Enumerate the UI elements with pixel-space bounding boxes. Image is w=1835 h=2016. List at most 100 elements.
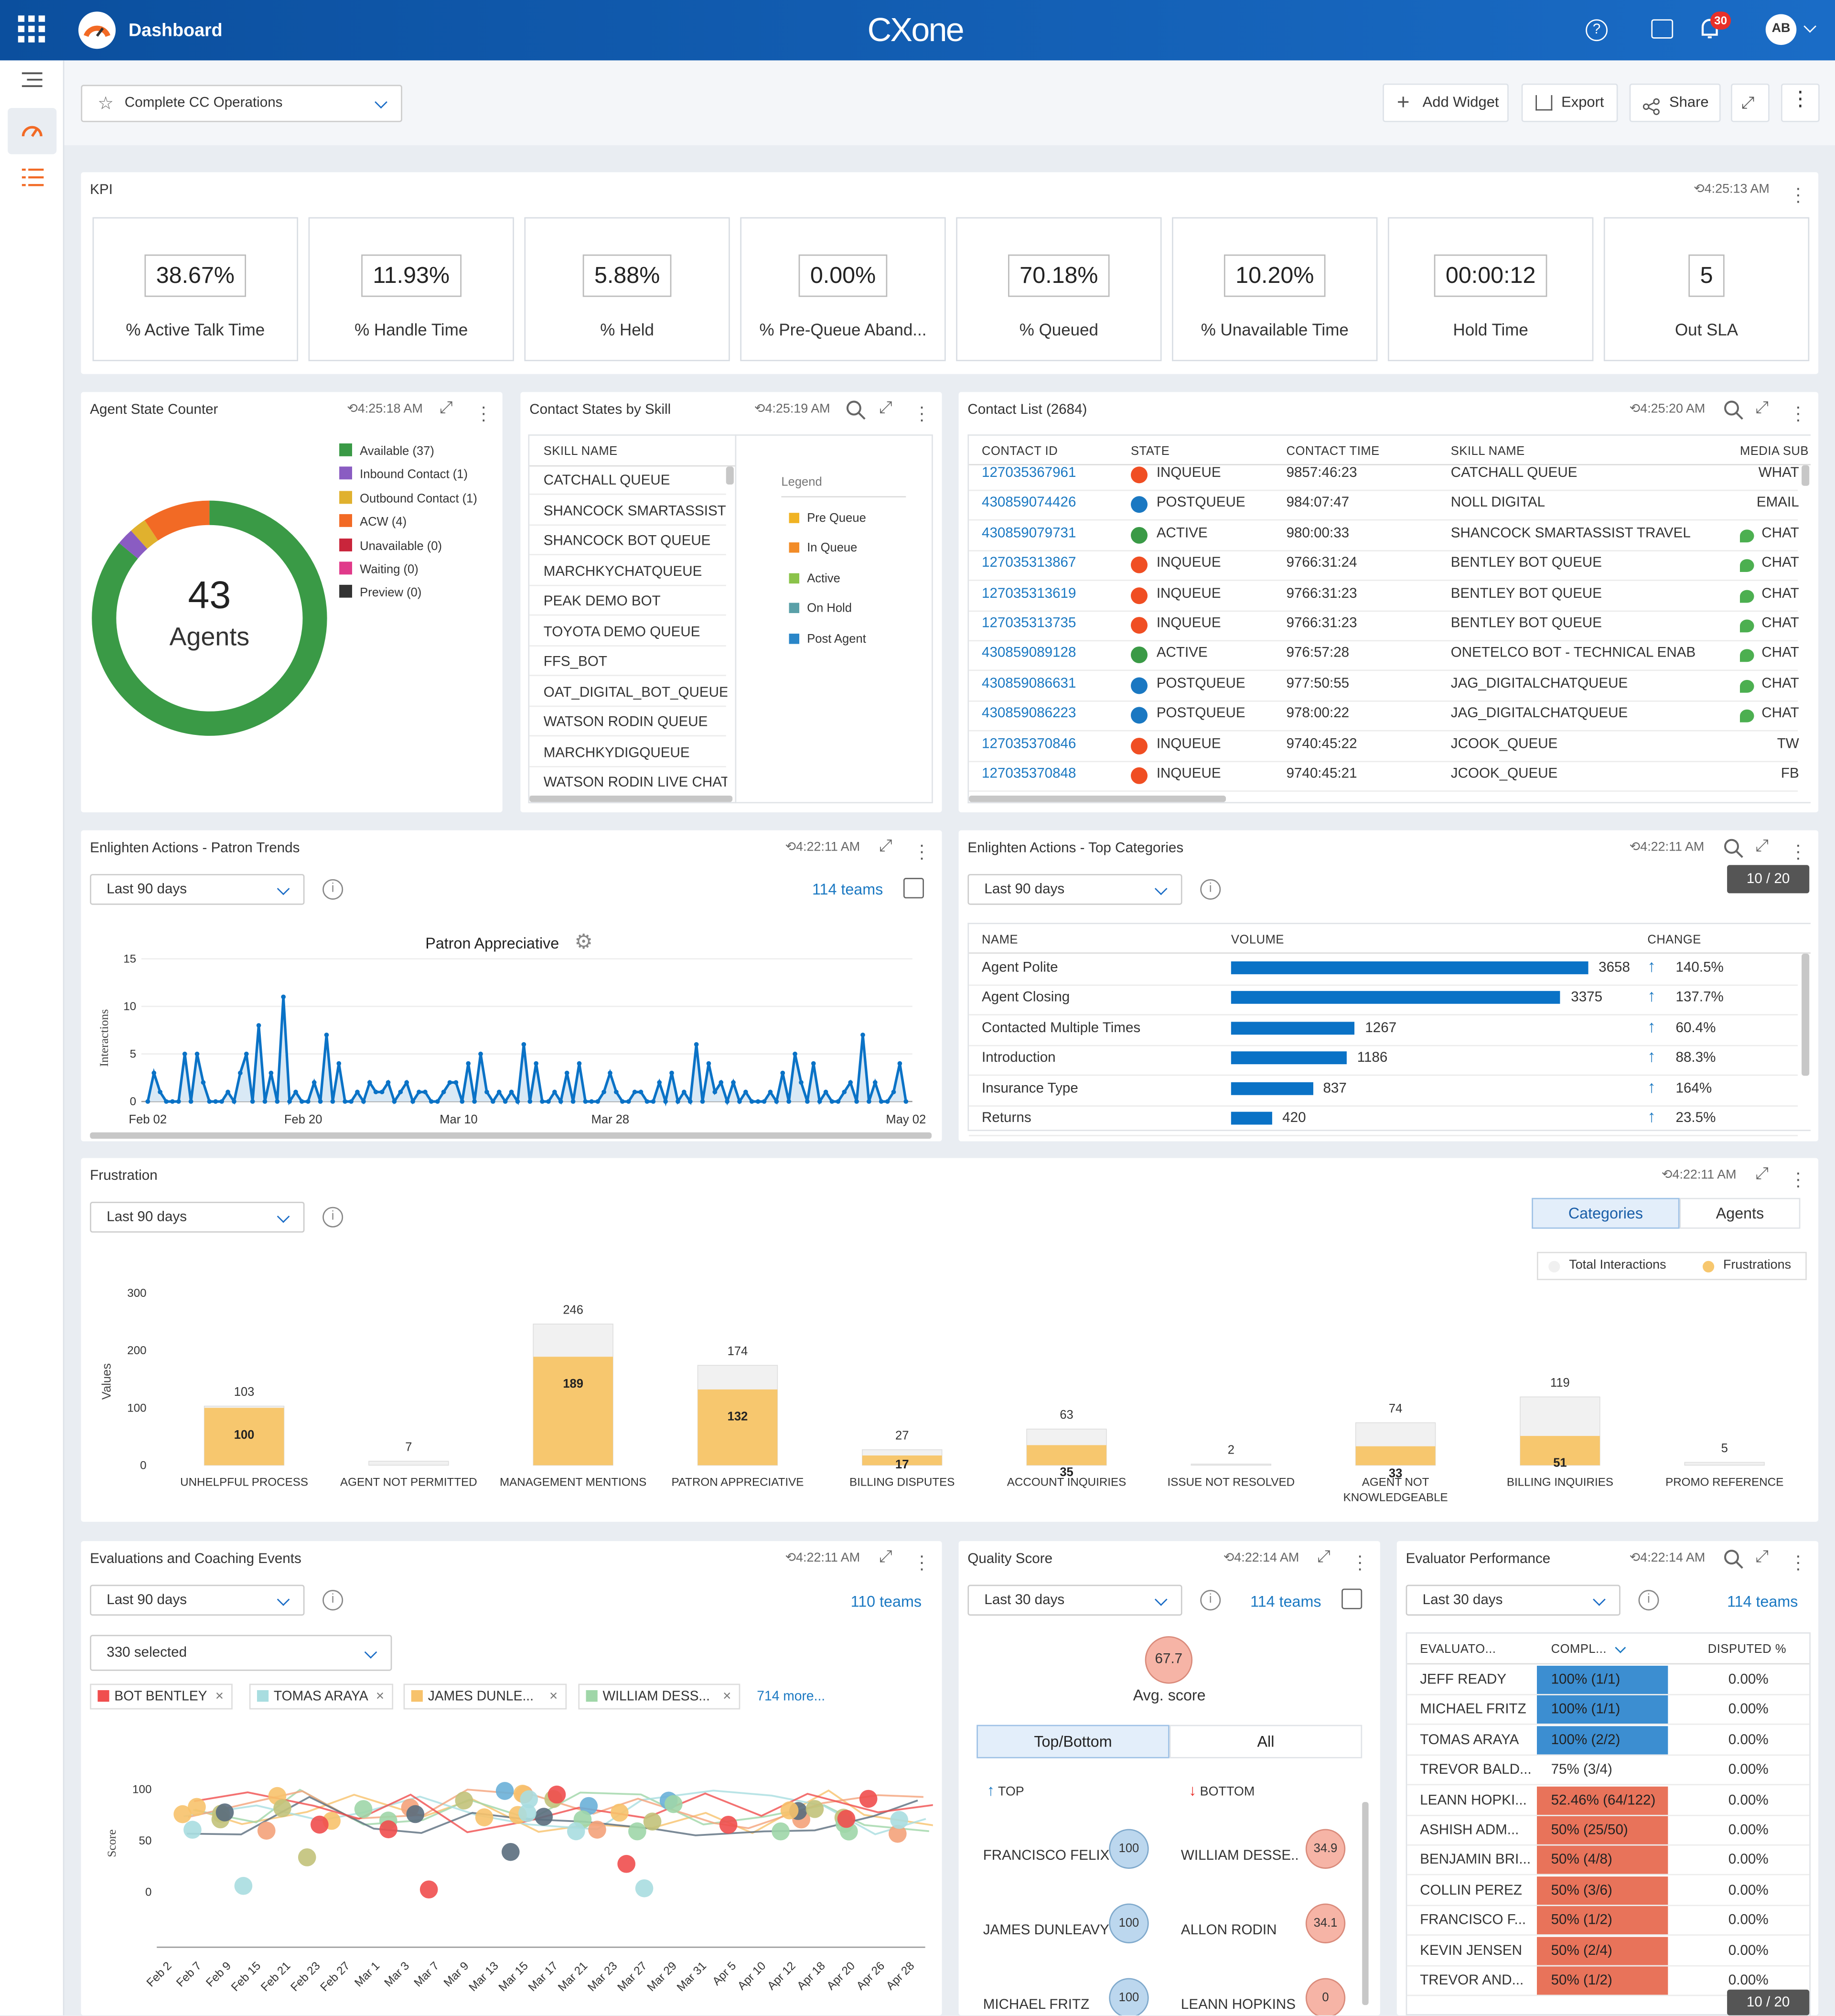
contact-list-col-header[interactable]: SKILL NAME xyxy=(1450,444,1525,459)
contact-list-search-icon[interactable] xyxy=(1723,400,1744,420)
data-point[interactable] xyxy=(872,1080,878,1085)
evaluation-point[interactable] xyxy=(611,1803,629,1822)
frustration-bar[interactable] xyxy=(1027,1445,1106,1466)
evaluation-point[interactable] xyxy=(588,1821,606,1839)
evaluator-col-header[interactable]: EVALUATO... xyxy=(1420,1642,1496,1657)
data-point[interactable] xyxy=(521,1042,526,1047)
monitor-icon[interactable] xyxy=(1651,19,1674,39)
kpi-more-icon[interactable]: · · · xyxy=(1795,177,1802,211)
data-point[interactable] xyxy=(540,1099,545,1104)
contact-id-link[interactable]: 430859086223 xyxy=(982,706,1076,722)
agent-legend-item[interactable]: Waiting (0) xyxy=(339,561,419,577)
frustration-bar[interactable] xyxy=(1355,1446,1436,1466)
top-categories-col-header[interactable]: CHANGE xyxy=(1647,933,1701,948)
data-point[interactable] xyxy=(398,1089,403,1095)
data-point[interactable] xyxy=(367,1080,372,1085)
skill-row[interactable]: OAT_DIGITAL_BOT_QUEUE xyxy=(543,684,728,700)
evaluator-teams-link[interactable]: 114 teams xyxy=(1727,1592,1798,1611)
search-icon[interactable] xyxy=(846,400,866,420)
data-point[interactable] xyxy=(848,1080,853,1085)
add-widget-button[interactable]: + Add Widget xyxy=(1383,83,1509,122)
skill-h-scrollbar[interactable] xyxy=(529,795,733,802)
contact-id-link[interactable]: 430859086631 xyxy=(982,676,1076,691)
evaluation-point[interactable] xyxy=(234,1876,253,1895)
skill-row[interactable]: FFS_BOT xyxy=(543,654,607,670)
evaluation-point[interactable] xyxy=(354,1800,373,1818)
data-point[interactable] xyxy=(158,1089,162,1095)
data-point[interactable] xyxy=(484,1089,489,1095)
data-point[interactable] xyxy=(441,1089,446,1095)
agent-legend-item[interactable]: ACW (4) xyxy=(339,514,407,530)
data-point[interactable] xyxy=(435,1099,440,1104)
evaluation-point[interactable] xyxy=(890,1811,909,1829)
evaluation-point[interactable] xyxy=(379,1820,397,1839)
info-icon[interactable]: i xyxy=(1638,1590,1659,1611)
data-point[interactable] xyxy=(429,1099,434,1104)
data-point[interactable] xyxy=(373,1089,378,1095)
data-point[interactable] xyxy=(225,1089,230,1095)
help-icon[interactable]: ? xyxy=(1586,19,1608,42)
data-point[interactable] xyxy=(687,1099,693,1104)
evaluation-point[interactable] xyxy=(628,1822,646,1841)
sidebar-item-dashboard[interactable] xyxy=(8,108,57,154)
evaluation-point[interactable] xyxy=(501,1843,520,1861)
evaluation-point[interactable] xyxy=(805,1800,824,1818)
donut-segment[interactable] xyxy=(119,530,148,559)
data-point[interactable] xyxy=(275,1099,280,1104)
data-point[interactable] xyxy=(836,1099,841,1104)
top-agent-name[interactable]: FRANCISCO FELIX xyxy=(983,1848,1109,1864)
agent-filter-chip[interactable]: WILLIAM DESS... × xyxy=(578,1683,740,1710)
agent-legend-item[interactable]: Available (37) xyxy=(339,443,434,459)
info-icon[interactable]: i xyxy=(1200,879,1221,900)
bottom-agent-name[interactable]: ALLON RODIN xyxy=(1180,1922,1277,1939)
contact-state-legend-item[interactable]: In Queue xyxy=(789,541,857,556)
data-point[interactable] xyxy=(719,1080,724,1085)
contact-id-link[interactable]: 127035313867 xyxy=(982,555,1076,571)
bottom-agent-name[interactable]: LEANN HOPKINS xyxy=(1180,1997,1296,2013)
data-point[interactable] xyxy=(238,1070,243,1076)
data-point[interactable] xyxy=(213,1099,218,1104)
data-point[interactable] xyxy=(793,1051,797,1057)
data-point[interactable] xyxy=(620,1099,625,1104)
contact-state-legend-item[interactable]: Pre Queue xyxy=(789,512,866,526)
evaluation-point[interactable] xyxy=(188,1798,206,1816)
quality-scrollbar[interactable] xyxy=(1362,1802,1369,2005)
sidebar-item-list-icon[interactable] xyxy=(21,168,44,186)
data-point[interactable] xyxy=(268,1070,274,1076)
data-point[interactable] xyxy=(780,1070,785,1076)
top-categories-range-select[interactable]: Last 90 days xyxy=(967,874,1182,905)
contact-list-col-header[interactable]: CONTACT TIME xyxy=(1286,444,1380,459)
data-point[interactable] xyxy=(774,1099,779,1104)
contact-id-link[interactable]: 430859074426 xyxy=(982,495,1076,511)
data-point[interactable] xyxy=(608,1070,612,1076)
evaluation-point[interactable] xyxy=(567,1822,585,1841)
evaluation-point[interactable] xyxy=(719,1815,738,1834)
quality-teams-link[interactable]: 114 teams xyxy=(1250,1592,1321,1611)
data-point[interactable] xyxy=(343,1099,348,1104)
evaluations-more-icon[interactable]: · · · xyxy=(919,1545,925,1579)
evaluation-point[interactable] xyxy=(643,1812,662,1831)
data-point[interactable] xyxy=(879,1099,884,1104)
data-point[interactable] xyxy=(472,1099,477,1104)
data-point[interactable] xyxy=(885,1099,890,1104)
data-point[interactable] xyxy=(145,1099,150,1104)
data-point[interactable] xyxy=(897,1061,902,1066)
chip-close-icon[interactable]: × xyxy=(215,1689,224,1704)
kpi-tile[interactable]: 10.20% % Unavailable Time xyxy=(1172,217,1378,361)
data-point[interactable] xyxy=(558,1099,563,1104)
contact-list-more-icon[interactable]: · · · xyxy=(1795,396,1802,430)
data-point[interactable] xyxy=(768,1089,773,1095)
legend-total-label[interactable]: Total Interactions xyxy=(1569,1258,1666,1272)
kpi-tile[interactable]: 0.00% % Pre-Queue Aband... xyxy=(740,217,946,361)
top-categories-col-header[interactable]: NAME xyxy=(982,933,1018,948)
evaluator-name[interactable]: BENJAMIN BRI... xyxy=(1420,1853,1531,1868)
skill-row[interactable]: SHANCOCK BOT QUEUE xyxy=(543,533,711,549)
evaluation-point[interactable] xyxy=(617,1854,636,1873)
kpi-tile[interactable]: 5.88% % Held xyxy=(524,217,730,361)
evaluator-name[interactable]: MICHAEL FRITZ xyxy=(1420,1702,1526,1718)
frustration-bar[interactable] xyxy=(533,1357,613,1466)
contact-id-link[interactable]: 127035313735 xyxy=(982,615,1076,631)
patron-h-scrollbar[interactable] xyxy=(90,1132,932,1139)
evaluation-point[interactable] xyxy=(173,1805,192,1823)
tab-top-bottom[interactable]: Top/Bottom xyxy=(977,1725,1170,1758)
